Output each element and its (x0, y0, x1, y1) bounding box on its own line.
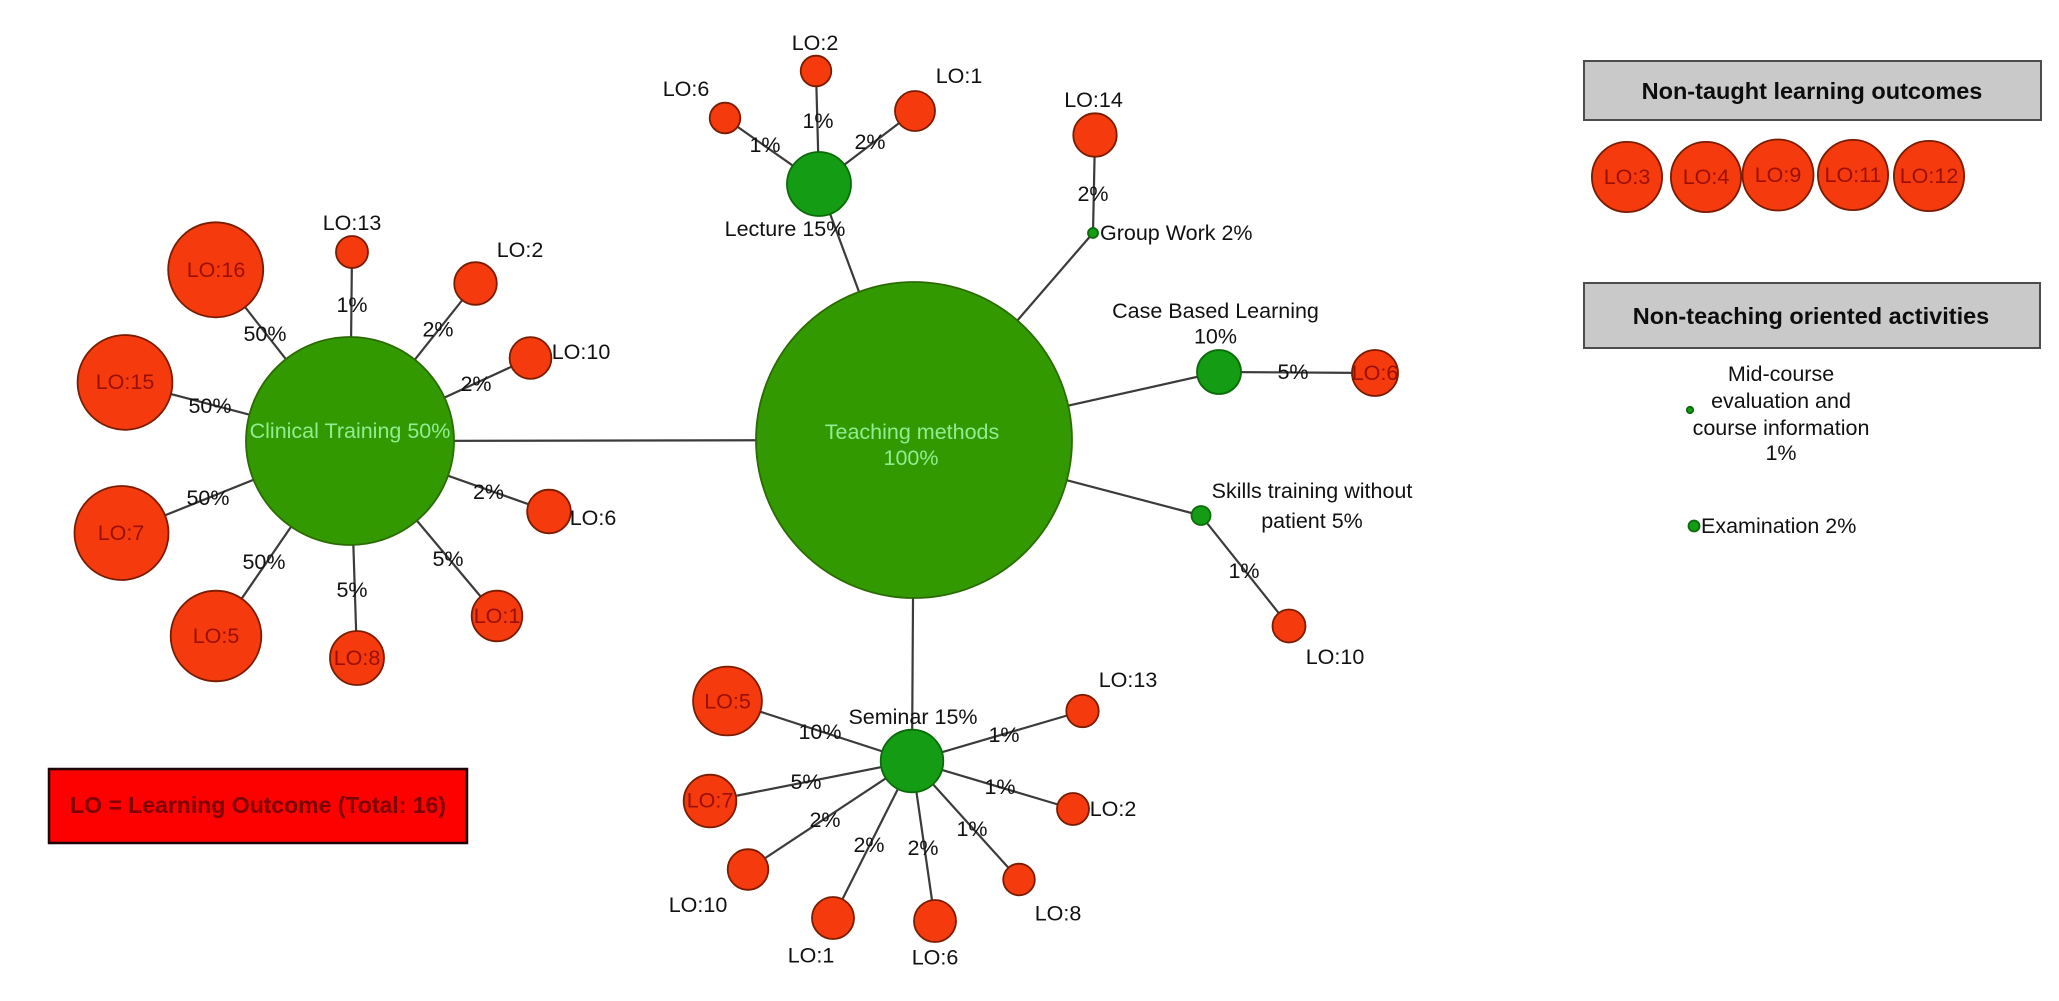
svg-text:50%: 50% (243, 322, 286, 346)
svg-text:1%: 1% (749, 133, 780, 157)
svg-text:LO:14: LO:14 (1064, 88, 1123, 112)
svg-text:10%: 10% (1194, 325, 1237, 349)
svg-text:Non-teaching oriented activiti: Non-teaching oriented activities (1633, 303, 1989, 329)
svg-text:5%: 5% (1277, 360, 1308, 384)
svg-text:patient 5%: patient 5% (1261, 509, 1363, 533)
svg-text:LO:2: LO:2 (792, 31, 839, 55)
svg-text:LO:7: LO:7 (98, 521, 145, 545)
svg-text:Skills training without: Skills training without (1212, 479, 1413, 503)
svg-text:5%: 5% (336, 578, 367, 602)
svg-text:50%: 50% (188, 394, 231, 418)
svg-text:LO:6: LO:6 (912, 946, 959, 970)
svg-text:LO:4: LO:4 (1683, 165, 1730, 189)
svg-text:Teaching methods: Teaching methods (825, 420, 1000, 444)
svg-text:1%: 1% (802, 109, 833, 133)
svg-text:LO:3: LO:3 (1604, 165, 1651, 189)
svg-text:1%: 1% (988, 723, 1019, 747)
svg-text:course information: course information (1693, 416, 1870, 440)
svg-text:LO:11: LO:11 (1825, 163, 1882, 187)
svg-text:LO:1: LO:1 (788, 944, 835, 968)
svg-text:50%: 50% (186, 486, 229, 510)
svg-text:Non-taught learning outcomes: Non-taught learning outcomes (1642, 78, 1983, 104)
svg-text:2%: 2% (809, 808, 840, 832)
svg-text:evaluation and: evaluation and (1711, 389, 1851, 413)
svg-text:1%: 1% (336, 293, 367, 317)
svg-text:1%: 1% (956, 817, 987, 841)
svg-text:2%: 2% (422, 318, 453, 342)
svg-text:5%: 5% (432, 547, 463, 571)
svg-text:1%: 1% (1228, 559, 1259, 583)
svg-text:1%: 1% (984, 775, 1015, 799)
svg-text:Examination 2%: Examination 2% (1701, 514, 1856, 538)
svg-text:LO:10: LO:10 (669, 893, 728, 917)
svg-text:Case Based Learning: Case Based Learning (1112, 299, 1319, 323)
svg-text:LO:15: LO:15 (96, 370, 155, 394)
svg-text:LO:1: LO:1 (936, 64, 983, 88)
svg-text:2%: 2% (854, 130, 885, 154)
svg-text:Lecture 15%: Lecture 15% (725, 217, 846, 241)
svg-text:LO:6: LO:6 (570, 506, 617, 530)
svg-text:LO:13: LO:13 (1099, 668, 1158, 692)
svg-text:LO:6: LO:6 (663, 77, 710, 101)
svg-text:LO:10: LO:10 (1306, 645, 1365, 669)
svg-text:2%: 2% (473, 480, 504, 504)
svg-text:2%: 2% (853, 833, 884, 857)
svg-text:10%: 10% (798, 720, 841, 744)
svg-text:LO:12: LO:12 (1900, 164, 1959, 188)
svg-text:50%: 50% (242, 550, 285, 574)
svg-text:LO:8: LO:8 (1035, 902, 1082, 926)
svg-text:LO:10: LO:10 (552, 340, 611, 364)
svg-text:2%: 2% (907, 836, 938, 860)
svg-text:LO:16: LO:16 (187, 258, 246, 282)
svg-text:Clinical Training 50%: Clinical Training 50% (250, 419, 451, 443)
svg-text:LO:1: LO:1 (474, 604, 521, 628)
svg-text:LO:5: LO:5 (704, 690, 751, 714)
svg-text:LO:2: LO:2 (497, 238, 544, 262)
svg-text:Seminar 15%: Seminar 15% (848, 705, 977, 729)
svg-text:LO:2: LO:2 (1090, 797, 1137, 821)
svg-text:LO:6: LO:6 (1352, 361, 1399, 385)
svg-text:Mid-course: Mid-course (1728, 362, 1834, 386)
svg-text:LO = Learning Outcome (Total:: LO = Learning Outcome (Total: 16) (70, 792, 446, 818)
svg-text:LO:5: LO:5 (193, 624, 240, 648)
svg-text:2%: 2% (1077, 182, 1108, 206)
svg-text:LO:7: LO:7 (687, 789, 734, 813)
svg-text:5%: 5% (790, 770, 821, 794)
svg-text:1%: 1% (1765, 441, 1796, 465)
svg-text:LO:9: LO:9 (1755, 163, 1802, 187)
svg-text:100%: 100% (884, 446, 939, 470)
svg-text:Group Work 2%: Group Work 2% (1100, 221, 1253, 245)
svg-text:LO:8: LO:8 (334, 646, 381, 670)
svg-text:LO:13: LO:13 (323, 211, 382, 235)
svg-text:2%: 2% (460, 372, 491, 396)
